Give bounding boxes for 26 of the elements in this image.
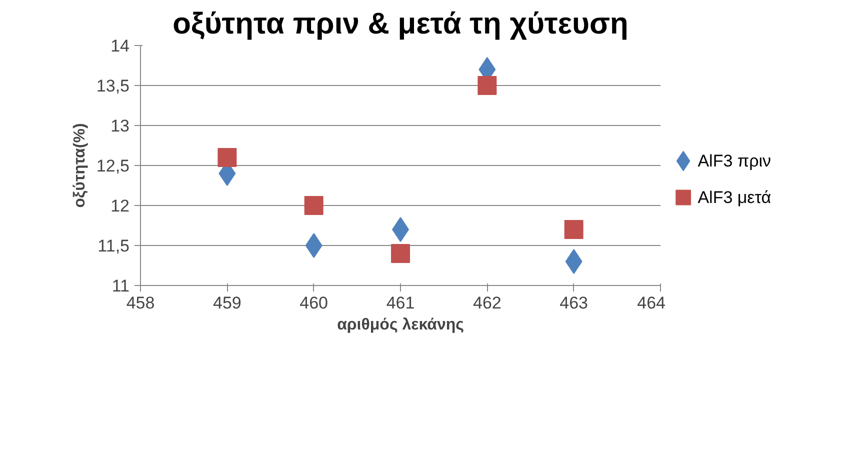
x-tick-label: 462 xyxy=(472,294,502,312)
point xyxy=(305,233,322,258)
x-axis-title: αριθμός λεκάνης xyxy=(337,316,464,334)
y-tick-label: 14 xyxy=(110,36,130,56)
point xyxy=(304,196,324,215)
y-tick-label: 11 xyxy=(112,276,130,296)
y-tick-label: 12 xyxy=(110,196,130,216)
x-tick-label: 463 xyxy=(560,294,588,312)
y-tick-label: 12,5 xyxy=(96,156,130,176)
chart-title: οξύτητα πριν & μετά τη χύτευση xyxy=(172,8,628,40)
x-tick-label: 458 xyxy=(126,294,155,312)
point xyxy=(565,249,582,274)
x-tick-label: 464 xyxy=(637,294,666,312)
y-tick-label: 13 xyxy=(110,116,130,136)
point xyxy=(218,148,237,167)
point xyxy=(478,76,497,95)
y-axis-title: οξύτητα(%) xyxy=(71,123,88,208)
x-tick-label: 459 xyxy=(212,294,242,312)
point xyxy=(391,244,410,263)
point xyxy=(564,220,584,239)
legend-label: AlF3 πριν xyxy=(698,152,772,171)
y-tick-label: 13,5 xyxy=(96,76,130,96)
x-tick-label: 460 xyxy=(300,294,328,312)
legend-label: AlF3 μετά xyxy=(698,188,772,207)
x-tick-label: 461 xyxy=(386,294,415,312)
y-tick-label: 11,5 xyxy=(98,236,130,256)
